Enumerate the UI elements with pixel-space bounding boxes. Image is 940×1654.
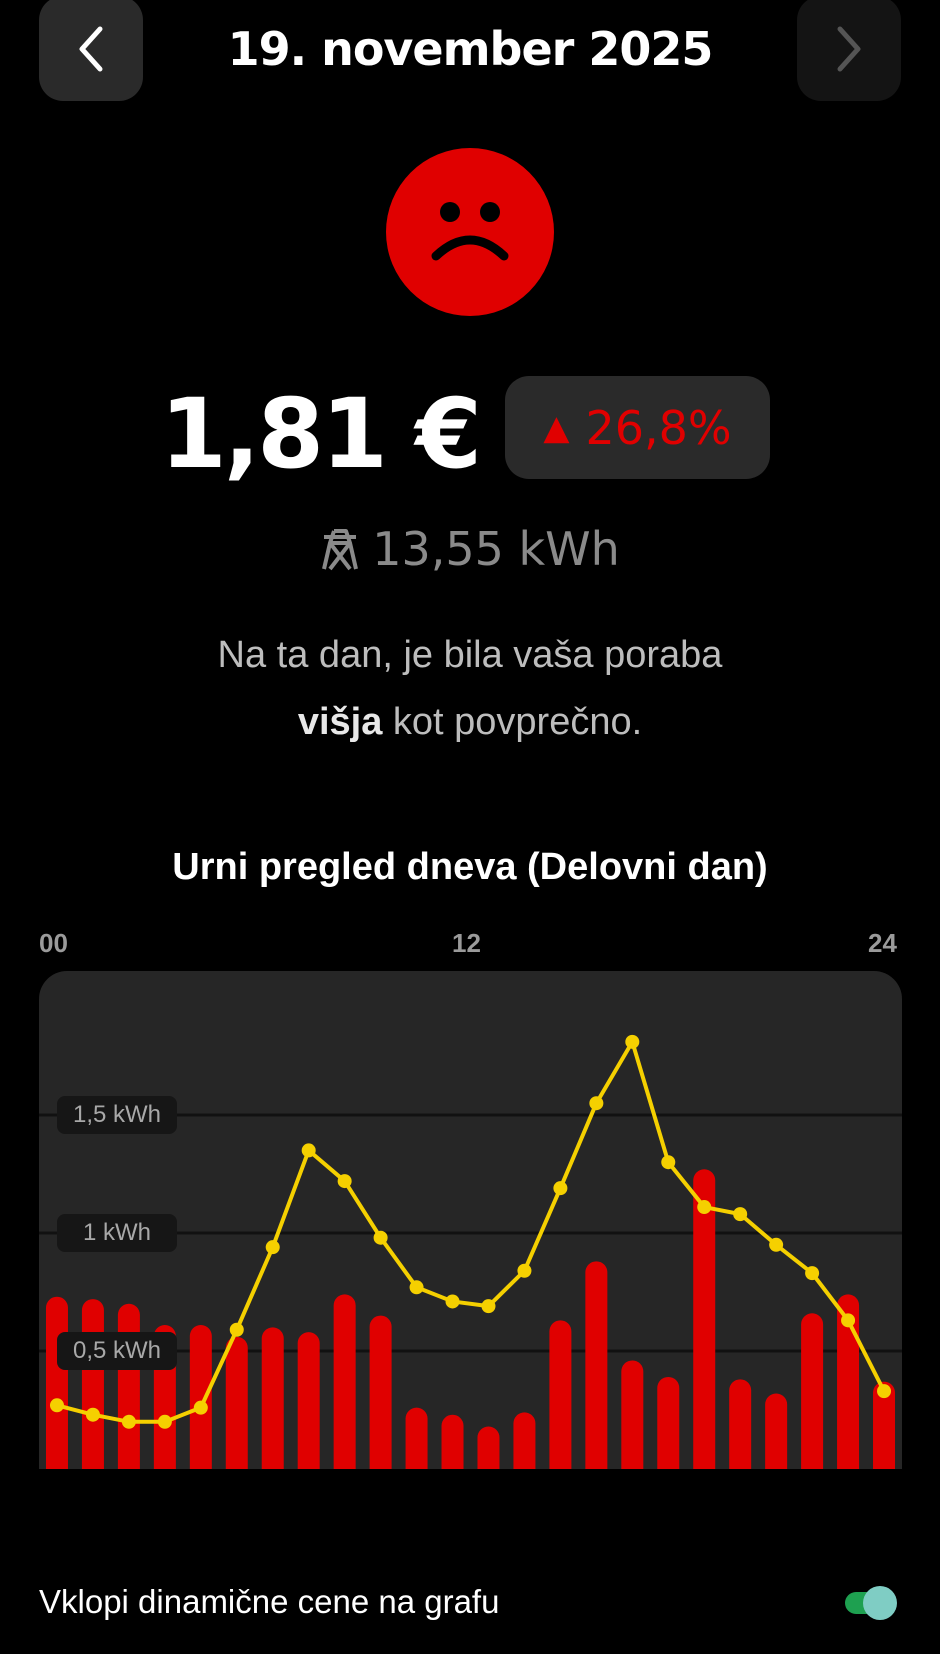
consumption-bar: [117, 1303, 140, 1469]
price-point: [589, 1096, 604, 1111]
consumption-bar: [837, 1294, 860, 1469]
price-point: [553, 1181, 568, 1196]
price-point: [769, 1237, 784, 1252]
energy-row: 13,55 kWh: [0, 522, 940, 576]
price-point: [85, 1407, 100, 1422]
price-point: [157, 1414, 172, 1429]
x-tick-24: 24: [868, 928, 897, 958]
consumption-bar: [405, 1407, 428, 1469]
next-day-button[interactable]: [797, 0, 901, 101]
toggle-thumb: [863, 1586, 897, 1620]
description-line-1: Na ta dan, je bila vaša poraba: [217, 634, 723, 676]
consumption-bar: [81, 1299, 104, 1469]
consumption-bar: [441, 1414, 464, 1469]
consumption-bar: [873, 1381, 896, 1469]
price-point: [625, 1034, 640, 1049]
change-badge: ▲ 26,8%: [505, 376, 770, 479]
arrow-up-icon: ▲: [543, 407, 570, 448]
x-tick-12: 12: [452, 928, 481, 958]
price-point: [481, 1299, 496, 1314]
consumption-bar: [657, 1376, 680, 1469]
sad-face-icon: [386, 148, 554, 316]
price-point: [265, 1240, 280, 1255]
price-point: [877, 1384, 892, 1399]
price-point: [445, 1294, 460, 1309]
price-point: [337, 1174, 352, 1189]
energy-value: 13,55 kWh: [372, 522, 620, 576]
description-line-2: višja kot povprečno.: [0, 701, 940, 744]
consumption-bar: [189, 1325, 212, 1469]
price-point: [841, 1313, 856, 1328]
dynamic-prices-toggle[interactable]: [843, 1586, 897, 1620]
price-point: [517, 1263, 532, 1278]
power-pylon-icon: [322, 529, 359, 571]
change-percent: 26,8%: [585, 400, 732, 455]
consumption-bar: [693, 1169, 716, 1469]
price-point: [301, 1143, 316, 1158]
consumption-bar: [297, 1332, 320, 1469]
consumption-bar: [621, 1360, 644, 1469]
chevron-right-icon: [837, 26, 861, 71]
y-tick-1-5: 1,5 kWh: [57, 1096, 177, 1134]
price-point: [49, 1398, 64, 1413]
dynamic-prices-label: Vklopi dinamične cene na grafu: [39, 1583, 500, 1620]
consumption-bar: [45, 1296, 68, 1469]
description-emphasis: višja: [297, 701, 383, 743]
chevron-left-icon: [79, 26, 103, 71]
consumption-bar: [369, 1315, 392, 1469]
chart-title: Urni pregled dneva (Delovni dan): [172, 846, 768, 888]
x-tick-00: 00: [39, 928, 68, 958]
price-point: [193, 1400, 208, 1415]
price-point: [733, 1207, 748, 1222]
consumption-bar: [225, 1336, 248, 1469]
consumption-bar: [549, 1320, 572, 1469]
y-tick-1: 1 kWh: [57, 1214, 177, 1252]
price-point: [661, 1155, 676, 1170]
consumption-bar: [477, 1426, 500, 1469]
price-point: [373, 1230, 388, 1245]
description-rest: kot povprečno.: [382, 701, 643, 743]
consumption-bar: [261, 1327, 284, 1469]
price-point: [121, 1414, 136, 1429]
previous-day-button[interactable]: [39, 0, 143, 101]
consumption-bar: [765, 1393, 788, 1469]
daily-cost: 1,81 €: [160, 378, 482, 490]
consumption-bar: [513, 1412, 536, 1469]
price-point: [805, 1266, 820, 1281]
consumption-bar: [585, 1261, 608, 1469]
price-point: [409, 1280, 424, 1295]
consumption-bar: [333, 1294, 356, 1469]
hourly-chart[interactable]: 0,5 kWh 1 kWh 1,5 kWh: [39, 971, 902, 1469]
price-point: [229, 1322, 244, 1337]
consumption-bar: [801, 1313, 824, 1469]
date-title: 19. november 2025: [227, 22, 714, 76]
consumption-bar: [729, 1379, 752, 1469]
y-tick-0-5: 0,5 kWh: [57, 1332, 177, 1370]
price-point: [697, 1200, 712, 1215]
